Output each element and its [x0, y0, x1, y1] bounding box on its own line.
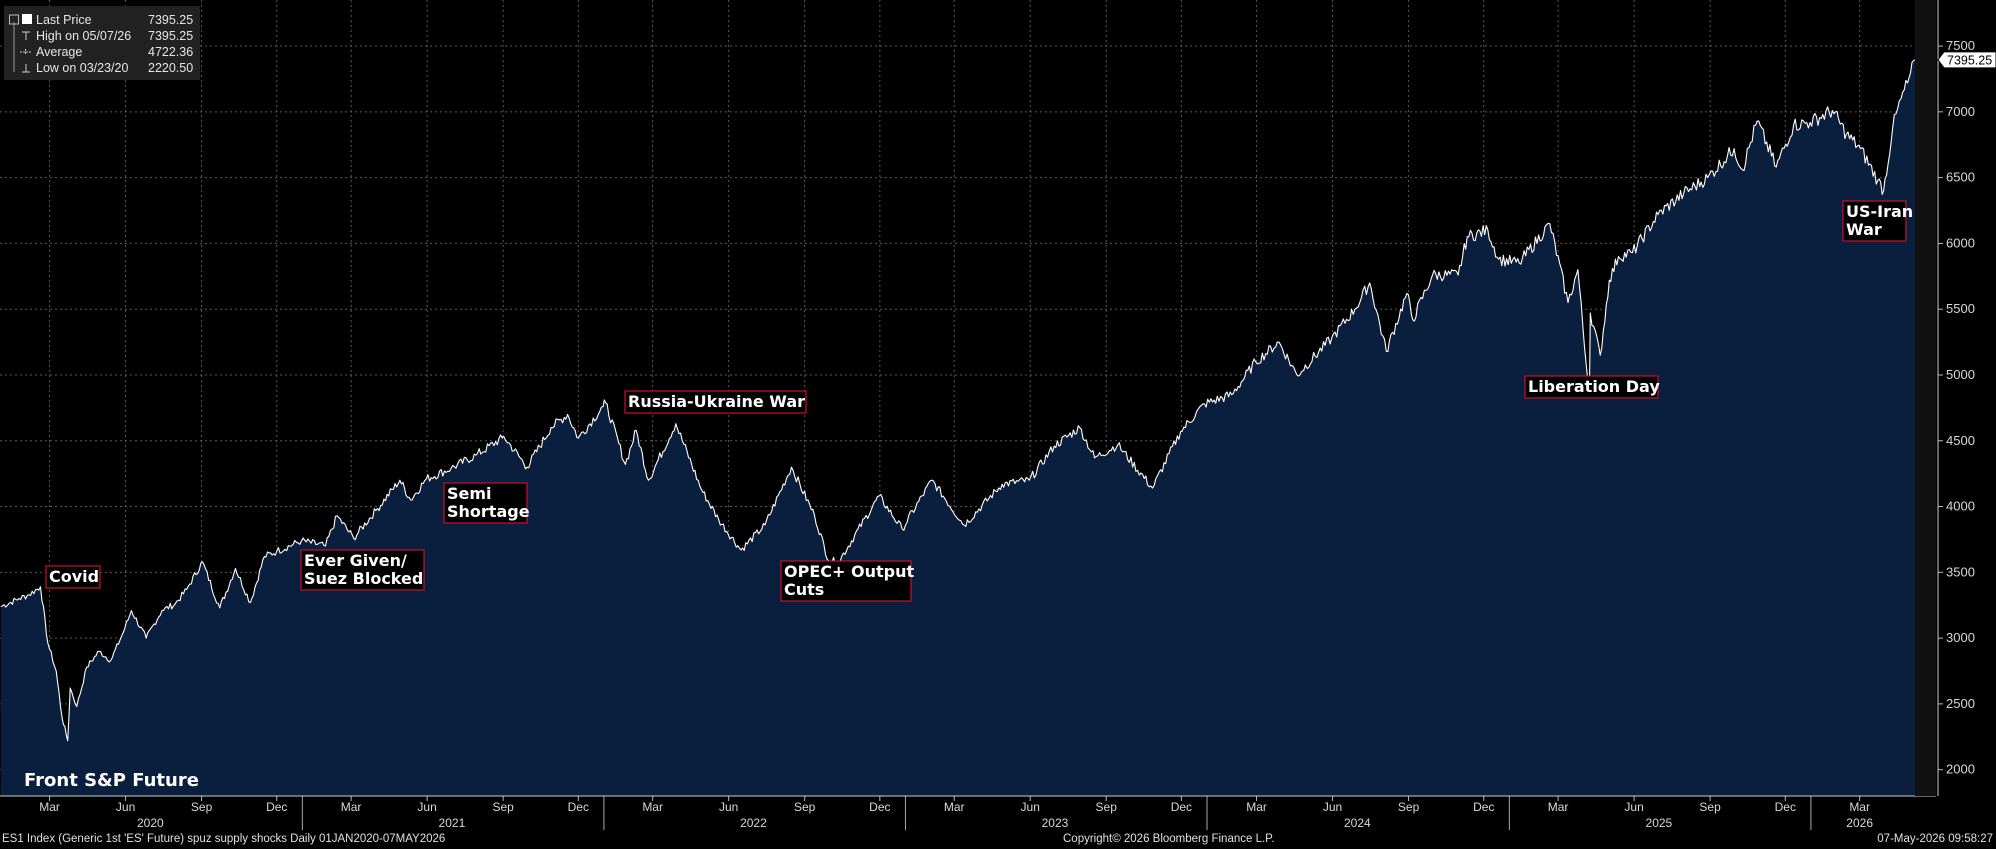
annotation-text: US-Iran: [1846, 202, 1913, 221]
legend-value: 7395.25: [148, 13, 193, 27]
y-tick-label: 5000: [1946, 367, 1975, 382]
year-label: 2022: [740, 816, 767, 830]
annotation-text: Liberation Day: [1528, 377, 1660, 396]
annotation-box: [300, 549, 425, 591]
y-tick-label: 4500: [1946, 433, 1975, 448]
annotation-text: Semi: [447, 484, 492, 503]
annotation: Liberation Day: [1524, 375, 1660, 399]
annotation-text: Ever Given/: [304, 551, 407, 570]
year-label: 2024: [1344, 816, 1371, 830]
annotation-box: [443, 482, 528, 524]
annotation-box: [780, 560, 912, 602]
annotation-text: Russia-Ukraine War: [628, 392, 805, 411]
x-tick-label: Sep: [1398, 800, 1420, 814]
annotation-text: Suez Blocked: [304, 569, 423, 588]
x-tick-label: Mar: [944, 800, 965, 814]
price-line: [0, 59, 1916, 742]
year-label: 2025: [1646, 816, 1673, 830]
year-label: 2023: [1042, 816, 1069, 830]
legend-average-icon: [20, 49, 31, 55]
annotations: Covid Ever Given/Suez Blocked SemiShortage…: [45, 200, 1913, 602]
footer-center: Copyright© 2026 Bloomberg Finance L.P.: [1063, 833, 1275, 845]
last-value-box: [1937, 51, 1996, 69]
last-value-tag: 7395.25: [1937, 51, 1996, 69]
annotation-text: Cuts: [784, 580, 824, 599]
x-tick-label: Mar: [1849, 800, 1870, 814]
footer-left: ES1 Index (Generic 1st 'ES' Future) spuz…: [2, 833, 446, 845]
x-tick-label: Jun: [1624, 800, 1643, 814]
x-tick-label: Mar: [341, 800, 362, 814]
chart-title: Front S&P Future: [24, 770, 199, 791]
annotation-text: Shortage: [447, 502, 530, 521]
annotation-box: [1842, 200, 1907, 242]
legend-square-icon: [22, 14, 32, 24]
series-line: [0, 59, 1916, 742]
x-tick-label: Sep: [492, 800, 514, 814]
annotation-box: [1524, 375, 1659, 399]
legend-label: Last Price: [36, 13, 92, 27]
y-tick-label: 3500: [1946, 564, 1975, 579]
x-tick-label: Sep: [191, 800, 213, 814]
forecast-shade: [1915, 0, 1936, 796]
x-tick-label: Jun: [719, 800, 738, 814]
y-tick-label: 3000: [1946, 630, 1975, 645]
legend-collapse-icon: [9, 14, 19, 25]
legend-value: 7395.25: [148, 29, 193, 43]
y-tick-label: 2500: [1946, 696, 1975, 711]
y-tick-label: 5500: [1946, 301, 1975, 316]
x-tick-label: Dec: [1473, 800, 1494, 814]
year-label: 2026: [1846, 816, 1873, 830]
annotation-text: OPEC+ Output: [784, 562, 914, 581]
annotation: Covid: [45, 565, 101, 589]
x-tick-label: Dec: [266, 800, 287, 814]
x-tick-label: Jun: [1323, 800, 1342, 814]
annotation-text: War: [1846, 220, 1882, 239]
x-tick-label: Mar: [642, 800, 663, 814]
footer-right: 07-May-2026 09:58:27: [1877, 833, 1993, 845]
y-tick-label: 4000: [1946, 499, 1975, 514]
annotation: Russia-Ukraine War: [624, 390, 807, 414]
x-tick-label: Dec: [568, 800, 589, 814]
y-tick-label: 2000: [1946, 762, 1975, 777]
series-area: [0, 59, 1915, 797]
year-label: 2020: [137, 816, 164, 830]
x-tick-label: Dec: [1775, 800, 1796, 814]
x-tick-label: Mar: [39, 800, 60, 814]
annotation: Ever Given/Suez Blocked: [300, 549, 425, 591]
legend-high-icon: [22, 31, 30, 40]
x-tick-label: Dec: [869, 800, 890, 814]
x-tick-label: Sep: [1699, 800, 1721, 814]
x-tick-label: Mar: [1548, 800, 1569, 814]
legend-label: High on 05/07/26: [36, 29, 131, 43]
annotation-text: Covid: [49, 567, 99, 586]
axes: 2000 2500 3000 3500 4000 4500 5000 5500 6000 6500…: [0, 0, 1996, 830]
price-area: [0, 59, 1915, 797]
x-tick-label: Mar: [1246, 800, 1267, 814]
legend-value: 4722.36: [148, 45, 193, 59]
legend-label: Low on 03/23/20: [36, 61, 128, 75]
y-tick-label: 7000: [1946, 104, 1975, 119]
x-tick-label: Sep: [1096, 800, 1118, 814]
x-tick-label: Jun: [116, 800, 135, 814]
legend-box: [4, 6, 200, 80]
x-tick-label: Jun: [1021, 800, 1040, 814]
y-tick-label: 6500: [1946, 170, 1975, 185]
annotation-box: [624, 390, 807, 414]
annotation-box: [45, 565, 101, 589]
y-tick-label: 7500: [1946, 38, 1975, 53]
y-tick-label: 6000: [1946, 235, 1975, 250]
legend-low-icon: [22, 64, 30, 73]
legend-value: 2220.50: [148, 61, 193, 75]
last-value-label: 7395.25: [1947, 53, 1992, 67]
legend-label: Average: [36, 45, 82, 59]
x-tick-label: Dec: [1171, 800, 1192, 814]
legend: Last Price 7395.25 High on 05/07/26 7395.25…: [4, 6, 200, 80]
x-tick-label: Sep: [794, 800, 816, 814]
x-tick-label: Jun: [417, 800, 436, 814]
year-label: 2021: [439, 816, 466, 830]
